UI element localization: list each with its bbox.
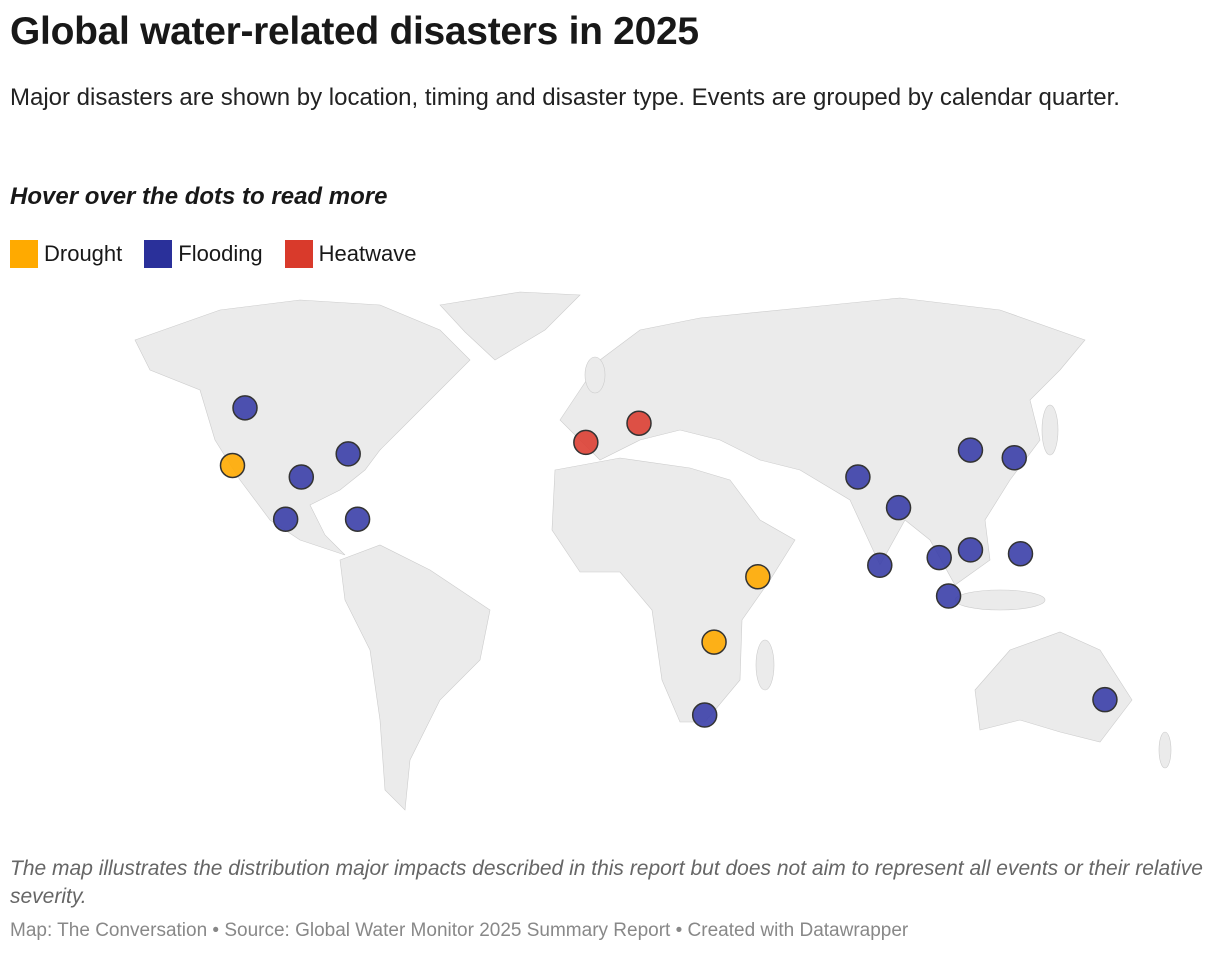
marker-flooding[interactable] bbox=[935, 583, 962, 609]
marker-flooding[interactable] bbox=[867, 552, 893, 579]
africa bbox=[551, 457, 796, 723]
greenland bbox=[439, 291, 581, 361]
north-america bbox=[134, 299, 471, 556]
madagascar bbox=[755, 639, 775, 691]
legend: Drought Flooding Heatwave bbox=[10, 240, 417, 268]
legend-swatch bbox=[144, 240, 173, 268]
footnote: The map illustrates the distribution maj… bbox=[10, 857, 1203, 908]
marker-flooding[interactable] bbox=[845, 464, 871, 490]
marker-flooding[interactable] bbox=[691, 702, 718, 728]
credit-line: Map: The Conversation • Source: Global W… bbox=[10, 920, 909, 941]
marker-heatwave[interactable] bbox=[573, 429, 599, 456]
marker-heatwave[interactable] bbox=[626, 410, 652, 436]
marker-flooding[interactable] bbox=[957, 537, 984, 563]
land bbox=[134, 291, 1172, 811]
south-america bbox=[339, 544, 491, 811]
legend-item-heatwave: Heatwave bbox=[284, 240, 417, 268]
marker-drought[interactable] bbox=[701, 629, 727, 655]
uk bbox=[584, 356, 606, 394]
australia bbox=[974, 631, 1133, 743]
marker-flooding[interactable] bbox=[335, 441, 361, 467]
marker-flooding[interactable] bbox=[926, 544, 952, 571]
legend-item-flooding: Flooding bbox=[144, 240, 263, 268]
marker-drought[interactable] bbox=[219, 452, 246, 479]
marker-flooding[interactable] bbox=[344, 506, 371, 532]
marker-drought[interactable] bbox=[745, 564, 771, 590]
marker-flooding[interactable] bbox=[1001, 445, 1027, 471]
page-title: Global water-related disasters in 2025 bbox=[10, 10, 699, 53]
markers bbox=[219, 395, 1118, 728]
marker-flooding[interactable] bbox=[885, 494, 912, 521]
world-map bbox=[134, 291, 1172, 811]
japan bbox=[1041, 404, 1059, 456]
legend-label: Flooding bbox=[178, 241, 263, 266]
marker-flooding[interactable] bbox=[272, 506, 299, 532]
marker-flooding[interactable] bbox=[232, 395, 258, 421]
indonesia bbox=[954, 589, 1046, 611]
subtitle: Major disasters are shown by location, t… bbox=[10, 84, 1120, 111]
marker-flooding[interactable] bbox=[957, 437, 984, 463]
legend-label: Heatwave bbox=[318, 241, 417, 266]
marker-flooding[interactable] bbox=[1092, 686, 1118, 713]
hover-hint: Hover over the dots to read more bbox=[10, 183, 388, 210]
marker-flooding[interactable] bbox=[288, 464, 315, 490]
legend-item-drought: Drought bbox=[10, 240, 122, 268]
legend-swatch bbox=[10, 240, 38, 268]
legend-label: Drought bbox=[44, 241, 123, 266]
marker-flooding[interactable] bbox=[1007, 541, 1034, 567]
eurasia bbox=[559, 297, 1086, 586]
legend-swatch bbox=[284, 240, 313, 268]
new-zealand bbox=[1158, 731, 1172, 769]
